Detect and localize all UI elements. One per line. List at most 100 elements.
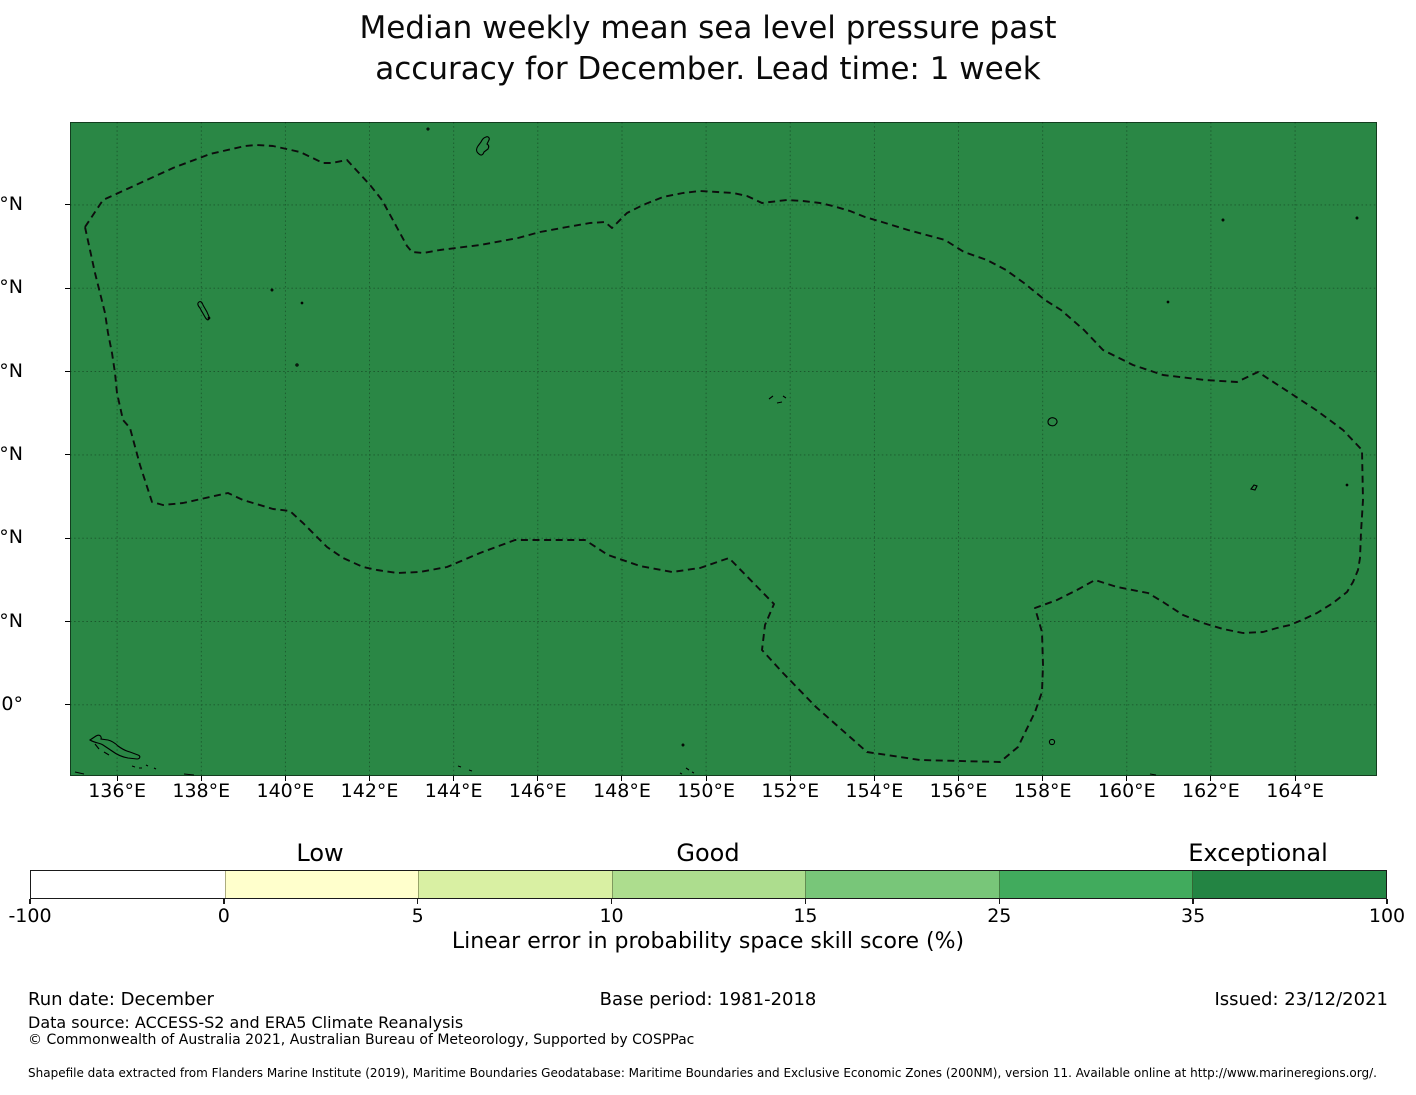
x-tick-mark — [116, 776, 118, 781]
colorbar-tick-label: 10 — [599, 905, 624, 927]
colorbar-segment — [31, 871, 225, 898]
colorbar-tick-mark — [223, 899, 225, 904]
x-tick-label: 140°E — [256, 780, 315, 802]
colorbar-tick-label: -100 — [8, 905, 52, 927]
x-tick-mark — [1210, 776, 1212, 781]
footer-shapefile-note: Shapefile data extracted from Flanders M… — [28, 1066, 1377, 1080]
colorbar-segment — [224, 871, 419, 898]
island-speck — [426, 127, 430, 131]
map-plot-area: 12°N 10°N 8°N 6°N 4°N 2°N 0° 136°E 138°E 140°E 14… — [0, 122, 1377, 802]
y-tick-mark — [65, 204, 70, 206]
colorbar-tick-mark — [1192, 899, 1194, 904]
footer-run-date: Run date: December — [28, 989, 214, 1010]
colorbar-segment — [418, 871, 612, 898]
island-pohnpei — [1047, 417, 1058, 427]
x-tick-mark — [453, 776, 455, 781]
island-speck — [207, 316, 211, 320]
y-tick-mark — [65, 704, 70, 706]
colorbar-category-label: Exceptional — [1188, 839, 1328, 867]
y-tick-label: 10°N — [0, 276, 23, 299]
colorbar-axis-label: Linear error in probability space skill … — [451, 929, 965, 954]
island-speck — [1221, 218, 1225, 222]
colorbar-tick-label: 25 — [987, 905, 1012, 927]
x-tick-label: 162°E — [1182, 780, 1240, 802]
island-kosrae — [1250, 484, 1258, 491]
x-tick-mark — [958, 776, 960, 781]
x-tick-label: 142°E — [340, 780, 399, 802]
x-tick-mark — [873, 776, 875, 781]
x-tick-mark — [789, 776, 791, 781]
island-speck — [1345, 483, 1349, 487]
y-tick-mark — [65, 537, 70, 539]
y-tick-mark — [65, 287, 70, 289]
y-tick-mark — [65, 371, 70, 373]
x-tick-label: 160°E — [1097, 780, 1156, 802]
x-tick-label: 154°E — [845, 780, 904, 802]
footer-copyright: © Commonwealth of Australia 2021, Austra… — [28, 1032, 695, 1048]
colorbar-segment — [998, 871, 1193, 898]
y-tick-label: 2°N — [0, 609, 23, 632]
x-tick-mark — [369, 776, 371, 781]
island-speck — [1166, 300, 1170, 304]
footer-data-source: Data source: ACCESS-S2 and ERA5 Climate … — [28, 1013, 464, 1032]
x-tick-mark — [705, 776, 707, 781]
footer-issued-date: Issued: 23/12/2021 — [1214, 989, 1388, 1010]
chart-title-line2: accuracy for December. Lead time: 1 week — [375, 51, 1041, 87]
colorbar-tick-mark — [998, 899, 1001, 904]
x-tick-label: 150°E — [677, 780, 735, 802]
island-atoll — [1048, 738, 1056, 746]
colorbar-segment — [1192, 871, 1386, 898]
coastline-fragment — [74, 771, 195, 776]
colorbar-tick-label: 15 — [793, 905, 818, 927]
colorbar-tick-mark — [29, 899, 31, 904]
map-svg — [70, 122, 1377, 776]
island-speck — [1355, 216, 1359, 220]
x-tick-mark — [1294, 776, 1296, 781]
chart-title: Median weekly mean sea level pressure pa… — [0, 8, 1416, 90]
island-coastlines — [74, 127, 1359, 776]
footer-base-period: Base period: 1981-2018 — [599, 989, 817, 1010]
y-tick-mark — [65, 454, 70, 456]
island-chuuk — [768, 395, 787, 404]
island-trail — [131, 764, 157, 770]
coastline-fragment — [1149, 773, 1157, 776]
island-speck-group — [679, 767, 695, 775]
y-tick-label: 4°N — [0, 526, 23, 549]
colorbar-tick-mark — [416, 899, 419, 904]
island-speck — [681, 743, 685, 747]
x-tick-label: 164°E — [1266, 780, 1324, 802]
colorbar-segment — [805, 871, 999, 898]
colorbar-tick-label: 100 — [1368, 905, 1406, 927]
map-frame — [70, 122, 1377, 776]
x-tick-label: 156°E — [929, 780, 988, 802]
x-tick-label: 158°E — [1013, 780, 1072, 802]
island-speck — [270, 288, 274, 292]
colorbar-category-label: Good — [676, 839, 740, 867]
colorbar-tick-mark — [1386, 899, 1388, 904]
island-speck-group — [457, 765, 473, 772]
colorbar-category-label: Low — [296, 839, 344, 867]
x-tick-mark — [284, 776, 286, 781]
x-tick-label: 136°E — [88, 780, 146, 802]
colorbar-category-labels: Low Good Exceptional — [0, 839, 1416, 869]
x-tick-mark — [621, 776, 623, 781]
x-tick-label: 148°E — [593, 780, 651, 802]
x-tick-mark — [200, 776, 202, 781]
x-tick-label: 152°E — [761, 780, 820, 802]
island-speck — [300, 301, 304, 305]
x-tick-label: 138°E — [172, 780, 231, 802]
colorbar — [30, 870, 1387, 899]
x-tick-label: 144°E — [424, 780, 483, 802]
y-tick-label: 6°N — [0, 442, 23, 465]
colorbar-segment — [611, 871, 806, 898]
y-tick-label: 12°N — [0, 192, 23, 215]
map-sea-fill — [70, 122, 1377, 776]
colorbar-tick-label: 35 — [1181, 905, 1206, 927]
colorbar-tick-mark — [610, 899, 613, 904]
island-biak-detail — [94, 743, 110, 756]
chart-title-line1: Median weekly mean sea level pressure pa… — [359, 10, 1057, 46]
colorbar-tick-mark — [804, 899, 807, 904]
x-tick-label: 146°E — [508, 780, 567, 802]
colorbar-tick-label: 5 — [411, 905, 424, 927]
x-tick-mark — [1042, 776, 1044, 781]
